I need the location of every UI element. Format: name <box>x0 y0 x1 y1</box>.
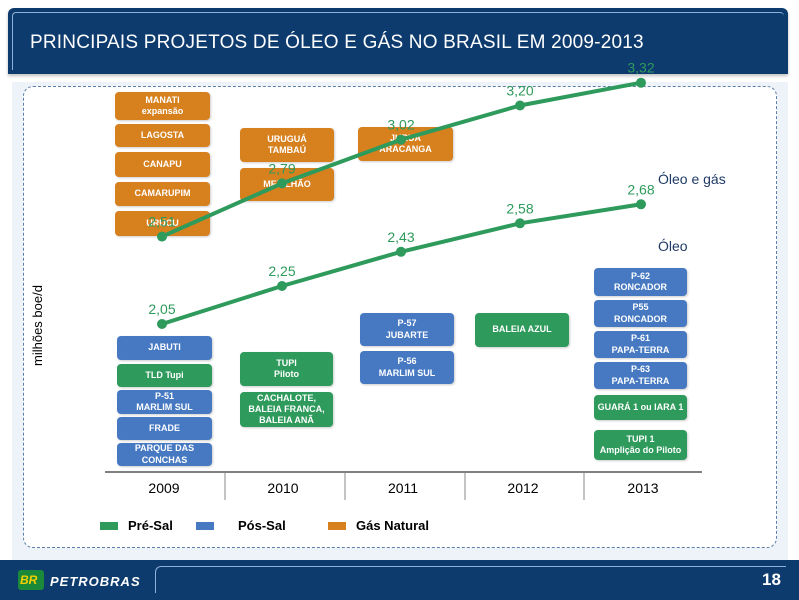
project-urugua-tambau: URUGUÁ TAMBAÚ <box>240 128 334 162</box>
footer-border <box>155 566 786 593</box>
data-point <box>636 199 646 210</box>
legend-label-pos-sal: Pós-Sal <box>238 518 286 533</box>
data-label: 3,20 <box>506 83 533 99</box>
data-label: 3,32 <box>627 60 654 76</box>
logo-br-text: BR <box>20 573 38 587</box>
data-label: 2,05 <box>148 301 175 317</box>
project-jabuti: JABUTI <box>117 336 212 360</box>
project-frade: FRADE <box>117 417 212 440</box>
data-point <box>277 178 287 189</box>
project-p61: P-61 PAPA-TERRA <box>594 331 687 358</box>
data-point <box>515 218 525 229</box>
project-p56: P-56 MARLIM SUL <box>360 351 454 384</box>
project-tld-tupi: TLD Tupi <box>117 364 212 387</box>
legend-swatch-pos-sal <box>196 522 214 530</box>
project-parque-das-conchas: PARQUE DAS CONCHAS <box>117 443 212 466</box>
x-tick-label: 2013 <box>627 480 659 496</box>
legend-label-pre-sal: Pré-Sal <box>128 518 173 533</box>
brand-name: PETROBRAS <box>50 574 141 589</box>
page-title: PRINCIPAIS PROJETOS DE ÓLEO E GÁS NO BRA… <box>30 32 644 53</box>
series-name-oleo: Óleo <box>658 238 688 254</box>
series-name-oleo-e-gas: Óleo e gás <box>658 171 726 187</box>
legend-label-gas-natural: Gás Natural <box>356 518 429 533</box>
project-p51: P-51 MARLIM SUL <box>117 390 212 414</box>
project-lagosta: LAGOSTA <box>115 124 210 147</box>
x-tick-label: 2010 <box>267 480 299 496</box>
x-tick-label: 2012 <box>507 480 539 496</box>
project-guara-iara: GUARÁ 1 ou IARA 1 <box>594 395 687 420</box>
x-tick-label: 2009 <box>148 480 180 496</box>
data-label: 2,68 <box>627 181 654 197</box>
data-label: 2,51 <box>148 214 175 230</box>
series-group: 2,51 2,79 3,02 3,20 3,32 2,05 2,25 2,43 2,58 2,68 <box>148 60 655 329</box>
project-tupi-1: TUPI 1 Amplição do Piloto <box>594 430 687 460</box>
project-p63: P-63 PAPA-TERRA <box>594 362 687 389</box>
series-line-0 <box>161 80 642 239</box>
data-point <box>277 281 287 291</box>
data-point <box>157 319 167 329</box>
x-tick-label: 2011 <box>387 480 419 496</box>
data-label: 2,43 <box>387 229 414 245</box>
data-label: 2,79 <box>268 160 295 176</box>
project-cachalote: CACHALOTE, BALEIA FRANCA, BALEIA ANÃ <box>240 392 333 427</box>
data-label: 3,02 <box>387 117 414 133</box>
project-p62: P-62 RONCADOR <box>594 268 687 296</box>
data-point <box>396 246 406 257</box>
project-canapu: CANAPU <box>115 152 210 177</box>
project-p55: P55 RONCADOR <box>594 300 687 327</box>
data-label: 2,58 <box>506 200 533 216</box>
series-line-1 <box>161 202 642 326</box>
legend-swatch-pre-sal <box>100 522 118 530</box>
data-point <box>515 100 525 111</box>
project-p57: P-57 JUBARTE <box>360 313 454 346</box>
data-point <box>396 134 406 145</box>
page-number: 18 <box>762 570 781 589</box>
data-point <box>636 77 646 88</box>
legend-swatch-gas-natural <box>328 522 346 530</box>
header-border <box>12 12 784 70</box>
data-label: 2,25 <box>268 263 295 279</box>
project-baleia-azul: BALEIA AZUL <box>475 313 569 347</box>
project-camarupim: CAMARUPIM <box>115 182 210 206</box>
header-bar <box>8 8 788 74</box>
project-manati: MANATI expansão <box>115 92 210 120</box>
project-tupi-piloto: TUPI Piloto <box>240 352 333 386</box>
petrobras-logo-icon <box>18 570 44 590</box>
data-point <box>157 231 167 242</box>
